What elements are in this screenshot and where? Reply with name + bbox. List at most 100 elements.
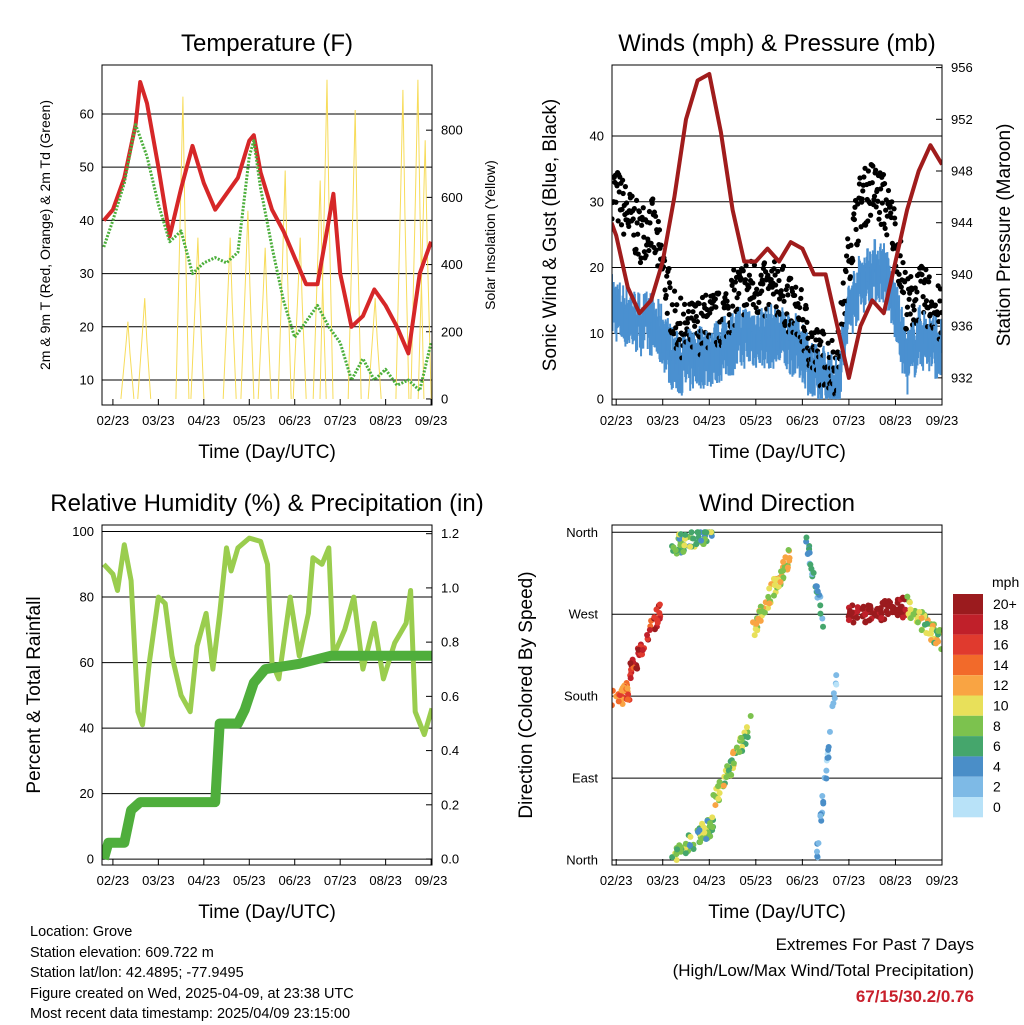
gust-point (736, 290, 742, 297)
gust-point (759, 277, 765, 283)
gust-point (938, 309, 942, 316)
direction-point (823, 767, 830, 774)
direction-point (635, 646, 642, 653)
station-info: Location: Grove Station elevation: 609.7… (30, 922, 354, 1025)
gust-point (919, 272, 925, 278)
direction-point (820, 800, 827, 807)
direction-point (902, 606, 909, 613)
gust-point (656, 227, 663, 233)
gust-point (612, 216, 615, 222)
gust-point (900, 259, 906, 266)
y-tick-label: North (566, 525, 598, 540)
gust-point (935, 312, 941, 318)
direction-point (750, 619, 757, 626)
direction-point (879, 599, 886, 606)
gust-point (775, 268, 781, 274)
y-axis-label: Direction (Colored By Speed) (516, 571, 537, 818)
gust-point (678, 295, 684, 301)
gust-point (851, 211, 857, 217)
x-tick-label: 08/23 (369, 873, 402, 888)
gust-point (932, 302, 938, 308)
gust-point (840, 280, 846, 286)
y2-tick-label: 0.8 (441, 635, 459, 650)
direction-point (833, 672, 840, 679)
direction-point (766, 585, 773, 592)
gust-point (635, 251, 641, 257)
gust-point (623, 200, 630, 206)
gust-point (907, 311, 913, 317)
direction-point (682, 531, 689, 538)
y2-axis-label: Station Pressure (Maroon) (994, 124, 1015, 347)
gust-point (761, 260, 768, 266)
gust-point (920, 294, 926, 300)
direction-point (918, 615, 925, 622)
y-tick-label: 0 (597, 392, 604, 407)
gust-point (851, 216, 858, 223)
panel-4: Wind Direction Time (Day/UTC) Direction (C… (516, 490, 1019, 923)
direction-point (935, 628, 942, 635)
direction-point (694, 828, 701, 835)
direction-point (775, 583, 782, 590)
gust-point (850, 258, 856, 264)
direction-point (646, 627, 653, 634)
gust-point (707, 310, 713, 316)
direction-point (825, 754, 832, 761)
legend-label: 16 (993, 637, 1009, 653)
gust-point (937, 298, 942, 304)
direction-point (674, 846, 681, 853)
gust-point (871, 193, 878, 199)
y2-tick-label: 1.2 (441, 526, 459, 541)
panel-3: Relative Humidity (%) & Precipitation (i… (24, 490, 484, 923)
legend-swatch (953, 614, 983, 635)
y-tick-label: North (566, 852, 598, 867)
direction-point (703, 529, 710, 536)
y2-tick-label: 400 (441, 257, 463, 272)
gust-point (879, 200, 885, 206)
y-tick-label: 10 (80, 372, 94, 387)
legend-swatch (953, 776, 983, 797)
direction-point (772, 577, 779, 584)
x-tick-label: 07/23 (833, 873, 866, 888)
gust-point (881, 221, 887, 227)
direction-point (817, 602, 824, 609)
direction-point (680, 548, 687, 555)
gust-point (693, 313, 699, 320)
direction-point (669, 854, 676, 861)
gust-point (639, 222, 645, 228)
x-tick-label: 09/23 (926, 413, 959, 428)
x-tick-label: 03/23 (142, 873, 175, 888)
direction-point (612, 687, 616, 694)
gust-point (740, 268, 746, 274)
gust-point (913, 296, 919, 303)
gust-point (637, 259, 644, 266)
legend-swatch (953, 634, 983, 655)
gust-point (652, 213, 659, 219)
direction-point (845, 617, 852, 624)
direction-point (935, 638, 942, 645)
gust-point (885, 187, 892, 194)
solar-spike (367, 298, 382, 399)
direction-point (786, 554, 793, 561)
gust-point (619, 206, 625, 212)
plot-area (102, 79, 432, 399)
y-tick-label: 50 (80, 160, 94, 175)
gust-point (857, 175, 863, 181)
plot-frame (611, 524, 943, 866)
direction-point (825, 743, 832, 750)
direction-point (819, 615, 826, 622)
gust-point (713, 304, 719, 310)
gust-point (758, 272, 764, 278)
x-tick-label: 02/23 (97, 413, 130, 428)
gust-point (865, 168, 871, 174)
gust-point (692, 323, 698, 329)
direction-point (826, 728, 833, 735)
gust-point (667, 284, 673, 291)
y-tick-label: 40 (590, 129, 604, 144)
x-tick-label: 05/23 (233, 413, 266, 428)
y2-tick-label: 0.0 (441, 852, 459, 867)
direction-point (823, 775, 830, 782)
y2-axis-label: Solar Insolation (Yellow) (482, 160, 498, 310)
gust-point (853, 226, 859, 233)
gust-point (666, 280, 673, 286)
gust-point (848, 242, 854, 248)
